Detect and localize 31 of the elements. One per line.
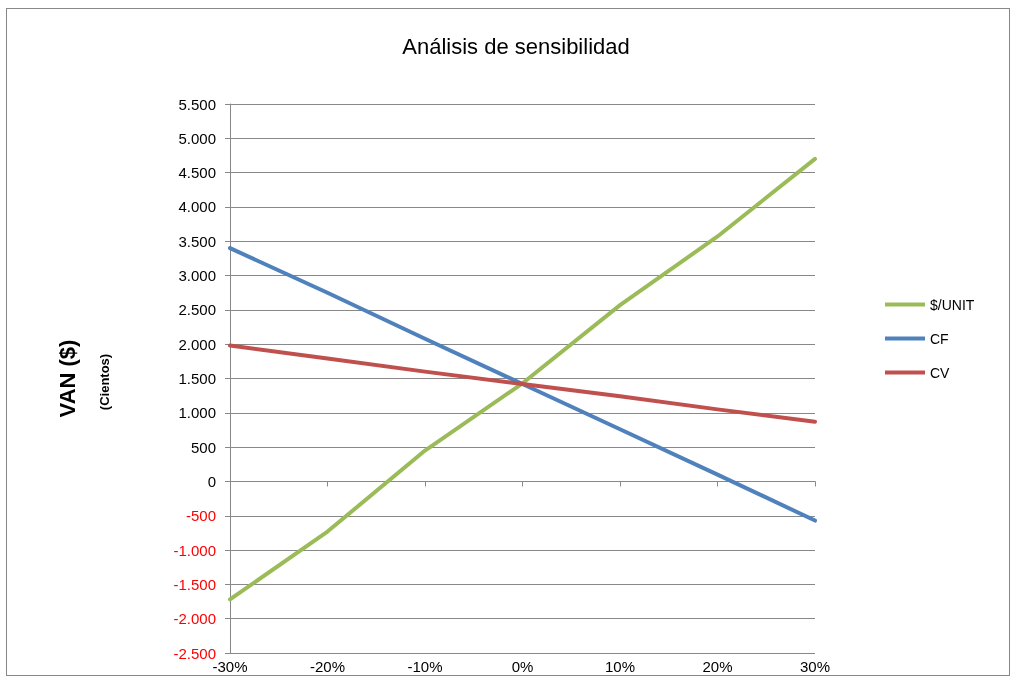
chart-title: Análisis de sensibilidad — [402, 33, 630, 59]
y-tick-label: -2.000 — [173, 610, 216, 628]
y-tick-label: 4.500 — [178, 164, 216, 182]
x-tick-label: 30% — [799, 658, 831, 675]
x-tick-label: -10% — [407, 658, 443, 675]
y-tick-label: 1.500 — [178, 370, 216, 387]
y-tick-label: 5.500 — [178, 95, 216, 113]
y-tick-label: 4.000 — [178, 198, 216, 216]
y-tick-label: -1.500 — [173, 575, 216, 593]
legend-label: CF — [930, 330, 949, 347]
y-tick-label: 3.000 — [178, 267, 216, 285]
y-tick-label: 500 — [190, 438, 216, 456]
y-tick-label: 5.000 — [178, 129, 216, 147]
line-series — [228, 156, 817, 602]
y-tick-label: 1.000 — [178, 404, 216, 422]
y-tick-label: 0 — [207, 472, 216, 490]
line-series — [228, 246, 817, 523]
y-tick-label: 3.500 — [178, 232, 216, 250]
y-tick-label: -500 — [185, 507, 216, 525]
x-tick-label: 20% — [702, 658, 733, 675]
y-tick-label: 2.000 — [178, 335, 216, 353]
x-tick-label: 10% — [604, 658, 636, 675]
legend-label: $/UNIT — [930, 296, 975, 313]
x-tick-label: -20% — [309, 658, 346, 675]
y-tick-label: -1.000 — [173, 541, 216, 559]
legend-label: CV — [930, 364, 951, 381]
line-series — [228, 343, 817, 424]
y-tick-label: 2.500 — [178, 301, 216, 319]
text: (Cientos) — [96, 353, 112, 411]
y-axis-title: VAN ($) — [54, 339, 80, 418]
x-tick-label: 0% — [511, 658, 534, 675]
